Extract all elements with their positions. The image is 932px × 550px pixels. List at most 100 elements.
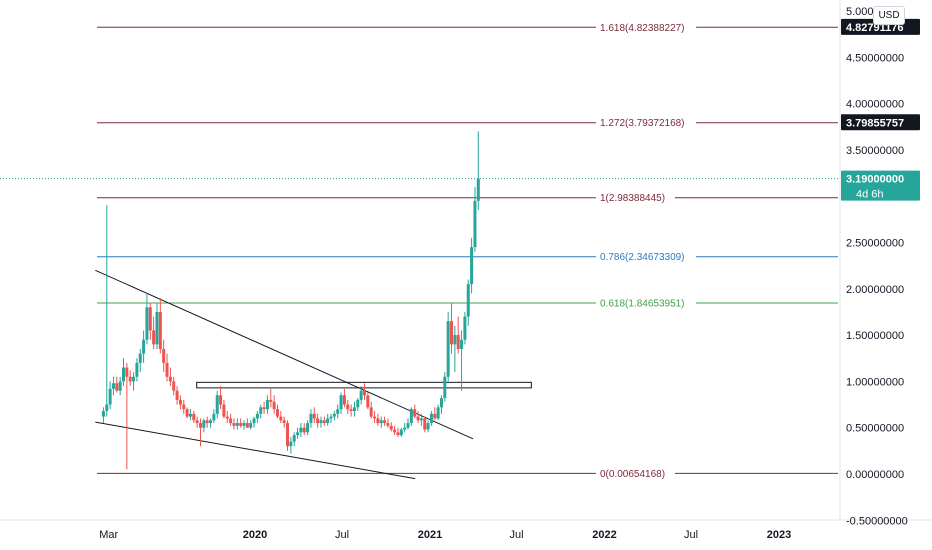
candle-body xyxy=(101,411,105,417)
time-tick-label: Jul xyxy=(335,529,349,541)
candle xyxy=(148,302,152,340)
candle-body xyxy=(470,247,474,285)
time-axis[interactable]: Mar 2020 Jul 2021 Jul 2022 Jul 2023 xyxy=(99,529,791,541)
price-badge-bg xyxy=(841,114,920,131)
candle-body xyxy=(346,404,350,410)
candle xyxy=(135,358,139,382)
candle-body xyxy=(172,381,176,391)
candle-body xyxy=(239,423,243,426)
candle xyxy=(279,411,283,424)
currency-label[interactable]: USD xyxy=(873,6,905,25)
candle-body xyxy=(145,307,149,340)
candle-body xyxy=(342,395,346,405)
candle-body xyxy=(135,362,139,377)
candle-body xyxy=(463,316,467,340)
time-tick-label: Jul xyxy=(510,529,524,541)
candle-body xyxy=(413,409,417,417)
price-badge-bg xyxy=(841,170,920,201)
candle-body xyxy=(255,413,259,419)
candle xyxy=(178,395,182,410)
candle-body xyxy=(429,413,433,424)
candle-body xyxy=(393,429,397,433)
candle xyxy=(105,205,109,417)
candle-body xyxy=(252,418,256,424)
price-badge-value: 3.79855757 xyxy=(846,117,904,129)
time-tick-label: 2022 xyxy=(592,529,616,541)
candle xyxy=(182,399,186,414)
candle xyxy=(433,407,437,421)
candle-body xyxy=(356,399,360,408)
candle-body xyxy=(182,404,186,410)
candle-body xyxy=(148,307,152,331)
candle xyxy=(242,420,246,430)
candle xyxy=(302,423,306,436)
candle-body xyxy=(289,441,293,447)
candle-body xyxy=(259,407,263,414)
candle xyxy=(142,330,146,363)
candle-body xyxy=(366,395,370,408)
candle-body xyxy=(329,416,333,419)
candle-body xyxy=(178,399,182,405)
candle-body xyxy=(229,418,233,424)
candle xyxy=(316,413,320,428)
candle xyxy=(269,388,273,408)
candle xyxy=(309,409,313,428)
price-tick-label: -0.50000000 xyxy=(846,515,908,527)
candle-body xyxy=(115,383,119,391)
candle xyxy=(232,418,236,430)
candle-body xyxy=(419,418,423,421)
candle-body xyxy=(275,409,279,417)
candle xyxy=(155,302,159,349)
candle xyxy=(393,425,397,436)
candle xyxy=(426,420,430,433)
candle xyxy=(470,237,474,294)
candle xyxy=(122,358,126,387)
candle-body xyxy=(152,330,156,345)
candle-body xyxy=(322,420,326,424)
candle-body xyxy=(453,335,457,345)
candle-body xyxy=(476,178,480,201)
candle-body xyxy=(406,423,410,428)
candle-body xyxy=(212,413,216,421)
candle xyxy=(108,381,112,410)
candle xyxy=(369,401,373,419)
candle-body xyxy=(423,418,427,430)
candle xyxy=(476,131,480,211)
candle-body xyxy=(339,395,343,410)
candle xyxy=(342,388,346,408)
candle-body xyxy=(369,407,373,417)
candle-body xyxy=(473,200,477,248)
candle-body xyxy=(222,404,226,417)
candle xyxy=(101,407,105,424)
candle-body xyxy=(132,376,136,382)
candle xyxy=(473,186,477,252)
candle xyxy=(446,311,450,382)
candle-body xyxy=(316,418,320,424)
candle-body xyxy=(165,362,169,377)
candle-body xyxy=(188,413,192,417)
candle xyxy=(349,404,353,417)
candle xyxy=(132,372,136,391)
candle-body xyxy=(118,381,122,391)
candle xyxy=(429,411,433,426)
candle xyxy=(379,416,383,428)
candle xyxy=(272,395,276,414)
fibonacci-retracement[interactable]: 1.618(4.82388227) 1.272(3.79372168) 1(2.98… xyxy=(97,23,838,480)
candle xyxy=(125,362,129,470)
candle xyxy=(359,386,363,405)
candle xyxy=(386,418,390,428)
candle xyxy=(229,413,233,426)
candle-body xyxy=(396,432,400,436)
candle xyxy=(312,407,316,424)
trendline-lower[interactable] xyxy=(95,421,416,480)
candle-body xyxy=(386,423,390,426)
candle xyxy=(456,316,460,354)
candle-body xyxy=(446,321,450,377)
fib-level-label: 1.618(4.82388227) xyxy=(600,23,685,34)
price-tick-label: 0.50000000 xyxy=(846,423,904,435)
candle-body xyxy=(439,398,443,408)
candle xyxy=(195,416,199,428)
candle xyxy=(460,330,464,391)
candle-body xyxy=(352,407,356,412)
